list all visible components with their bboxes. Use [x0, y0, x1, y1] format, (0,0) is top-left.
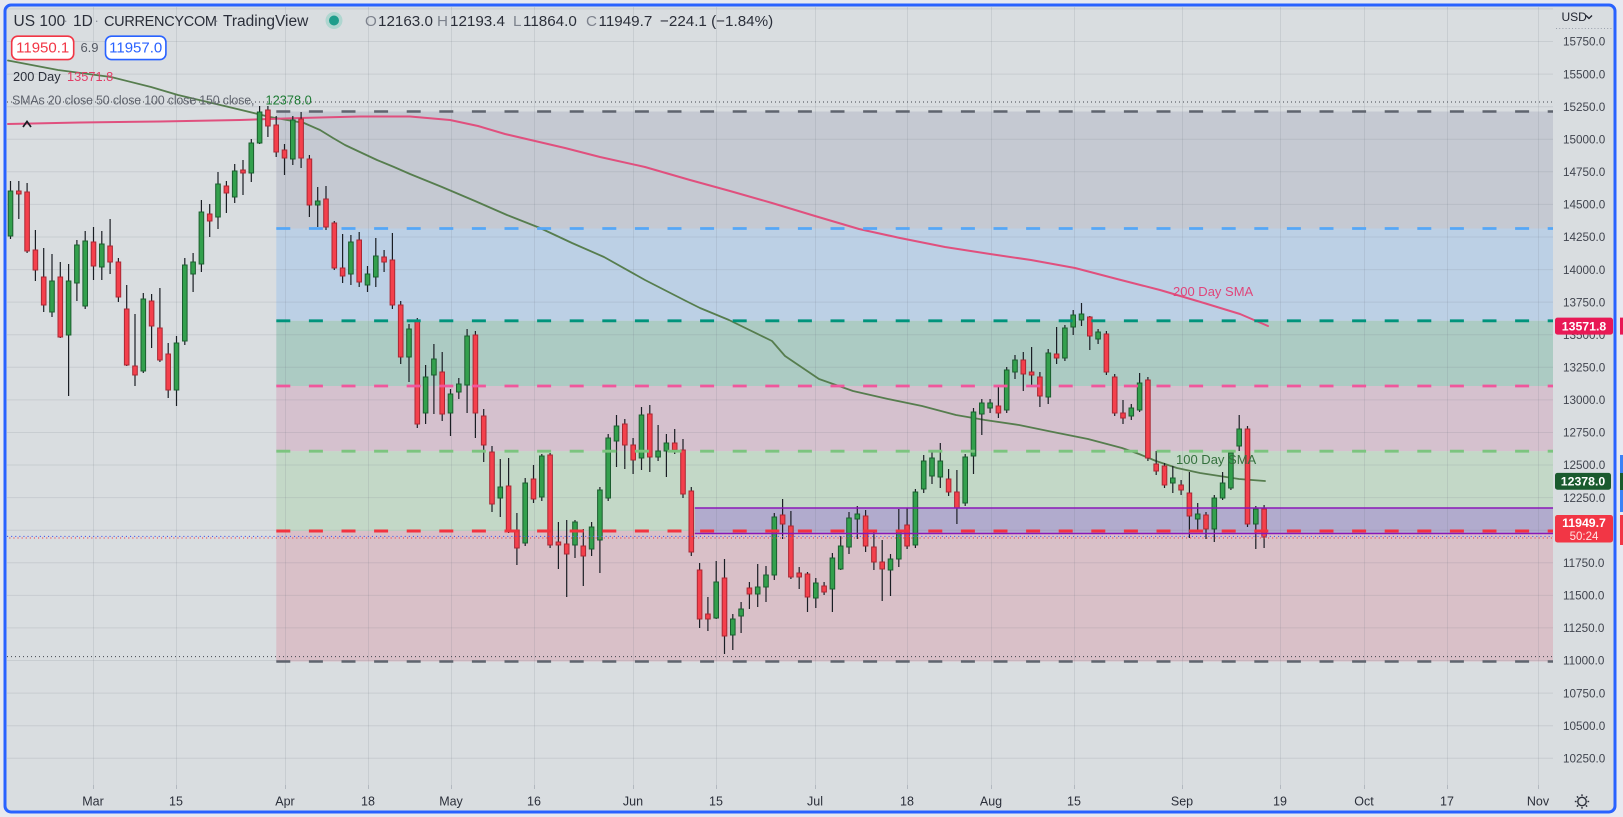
svg-text:13571.8: 13571.8: [67, 69, 113, 84]
svg-text:May: May: [439, 795, 463, 809]
svg-text:15750.0: 15750.0: [1563, 36, 1606, 49]
svg-text:14000.0: 14000.0: [1563, 264, 1606, 277]
svg-text:16: 16: [527, 795, 541, 809]
svg-text:CURRENCYCOM: CURRENCYCOM: [104, 14, 217, 30]
svg-text:12193.4: 12193.4: [450, 13, 505, 30]
svg-text:USD: USD: [1562, 10, 1588, 24]
svg-text:15000.0: 15000.0: [1563, 133, 1606, 146]
svg-text:Mar: Mar: [82, 795, 104, 809]
svg-text:12500.0: 12500.0: [1563, 459, 1606, 472]
svg-text:Nov: Nov: [1527, 795, 1550, 809]
svg-text:C: C: [586, 13, 597, 30]
svg-text:19: 19: [1273, 795, 1287, 809]
svg-text:6.9: 6.9: [80, 40, 98, 55]
svg-text:15: 15: [169, 795, 183, 809]
svg-text:14750.0: 14750.0: [1563, 166, 1606, 179]
svg-text:Jun: Jun: [623, 795, 643, 809]
svg-text:11864.0: 11864.0: [523, 13, 577, 30]
svg-text:14250.0: 14250.0: [1563, 231, 1606, 244]
svg-text:50:24: 50:24: [1570, 531, 1599, 543]
svg-text:11000.0: 11000.0: [1563, 655, 1605, 668]
svg-text:15: 15: [709, 795, 723, 809]
svg-text:TradingView: TradingView: [223, 13, 309, 30]
svg-text:14500.0: 14500.0: [1563, 199, 1606, 212]
svg-text:13250.0: 13250.0: [1563, 362, 1606, 375]
svg-text:18: 18: [361, 795, 375, 809]
svg-text:12378.0: 12378.0: [1561, 475, 1606, 489]
svg-text:100 Day SMA: 100 Day SMA: [1176, 452, 1257, 467]
svg-text:12163.0: 12163.0: [378, 13, 433, 30]
svg-text:1D: 1D: [73, 13, 93, 30]
svg-text:17: 17: [1440, 795, 1454, 809]
svg-text:200 Day: 200 Day: [13, 69, 61, 84]
svg-text:Jul: Jul: [807, 795, 823, 809]
svg-text:18: 18: [900, 795, 914, 809]
svg-text:13750.0: 13750.0: [1563, 296, 1606, 309]
svg-text:12750.0: 12750.0: [1563, 427, 1606, 440]
svg-text:11500.0: 11500.0: [1563, 590, 1605, 603]
svg-text:10500.0: 10500.0: [1563, 720, 1606, 733]
svg-text:13571.8: 13571.8: [1562, 319, 1607, 333]
svg-text:11949.7: 11949.7: [599, 13, 653, 30]
svg-text:12378.0: 12378.0: [266, 93, 312, 108]
svg-text:·: ·: [215, 13, 219, 28]
svg-text:10750.0: 10750.0: [1563, 687, 1606, 700]
svg-text:15250.0: 15250.0: [1563, 101, 1606, 114]
svg-text:Sep: Sep: [1171, 795, 1193, 809]
svg-text:−224.1 (−1.84%): −224.1 (−1.84%): [660, 13, 773, 30]
svg-text:·: ·: [95, 13, 99, 28]
svg-text:12250.0: 12250.0: [1563, 492, 1606, 505]
svg-text:11949.7: 11949.7: [1562, 516, 1606, 530]
svg-text:L: L: [513, 13, 521, 30]
svg-text:13000.0: 13000.0: [1563, 394, 1606, 407]
svg-text:11957.0: 11957.0: [109, 40, 162, 57]
svg-text:O: O: [365, 13, 377, 30]
svg-text:11750.0: 11750.0: [1563, 557, 1605, 570]
svg-text:11250.0: 11250.0: [1563, 622, 1605, 635]
svg-text:15500.0: 15500.0: [1563, 68, 1606, 81]
svg-text:200 Day SMA: 200 Day SMA: [1173, 284, 1254, 299]
svg-text:Aug: Aug: [980, 795, 1002, 809]
svg-text:H: H: [437, 13, 448, 30]
svg-text:·: ·: [64, 13, 68, 28]
svg-text:Apr: Apr: [275, 795, 294, 809]
svg-text:15: 15: [1067, 795, 1081, 809]
svg-text:10250.0: 10250.0: [1563, 753, 1606, 766]
svg-text:US 100: US 100: [14, 13, 66, 30]
svg-text:Oct: Oct: [1354, 795, 1374, 809]
svg-text:11950.1: 11950.1: [16, 40, 69, 57]
svg-text:SMAs 20 close 50 close 100 clo: SMAs 20 close 50 close 100 close 150 clo…: [12, 94, 254, 108]
